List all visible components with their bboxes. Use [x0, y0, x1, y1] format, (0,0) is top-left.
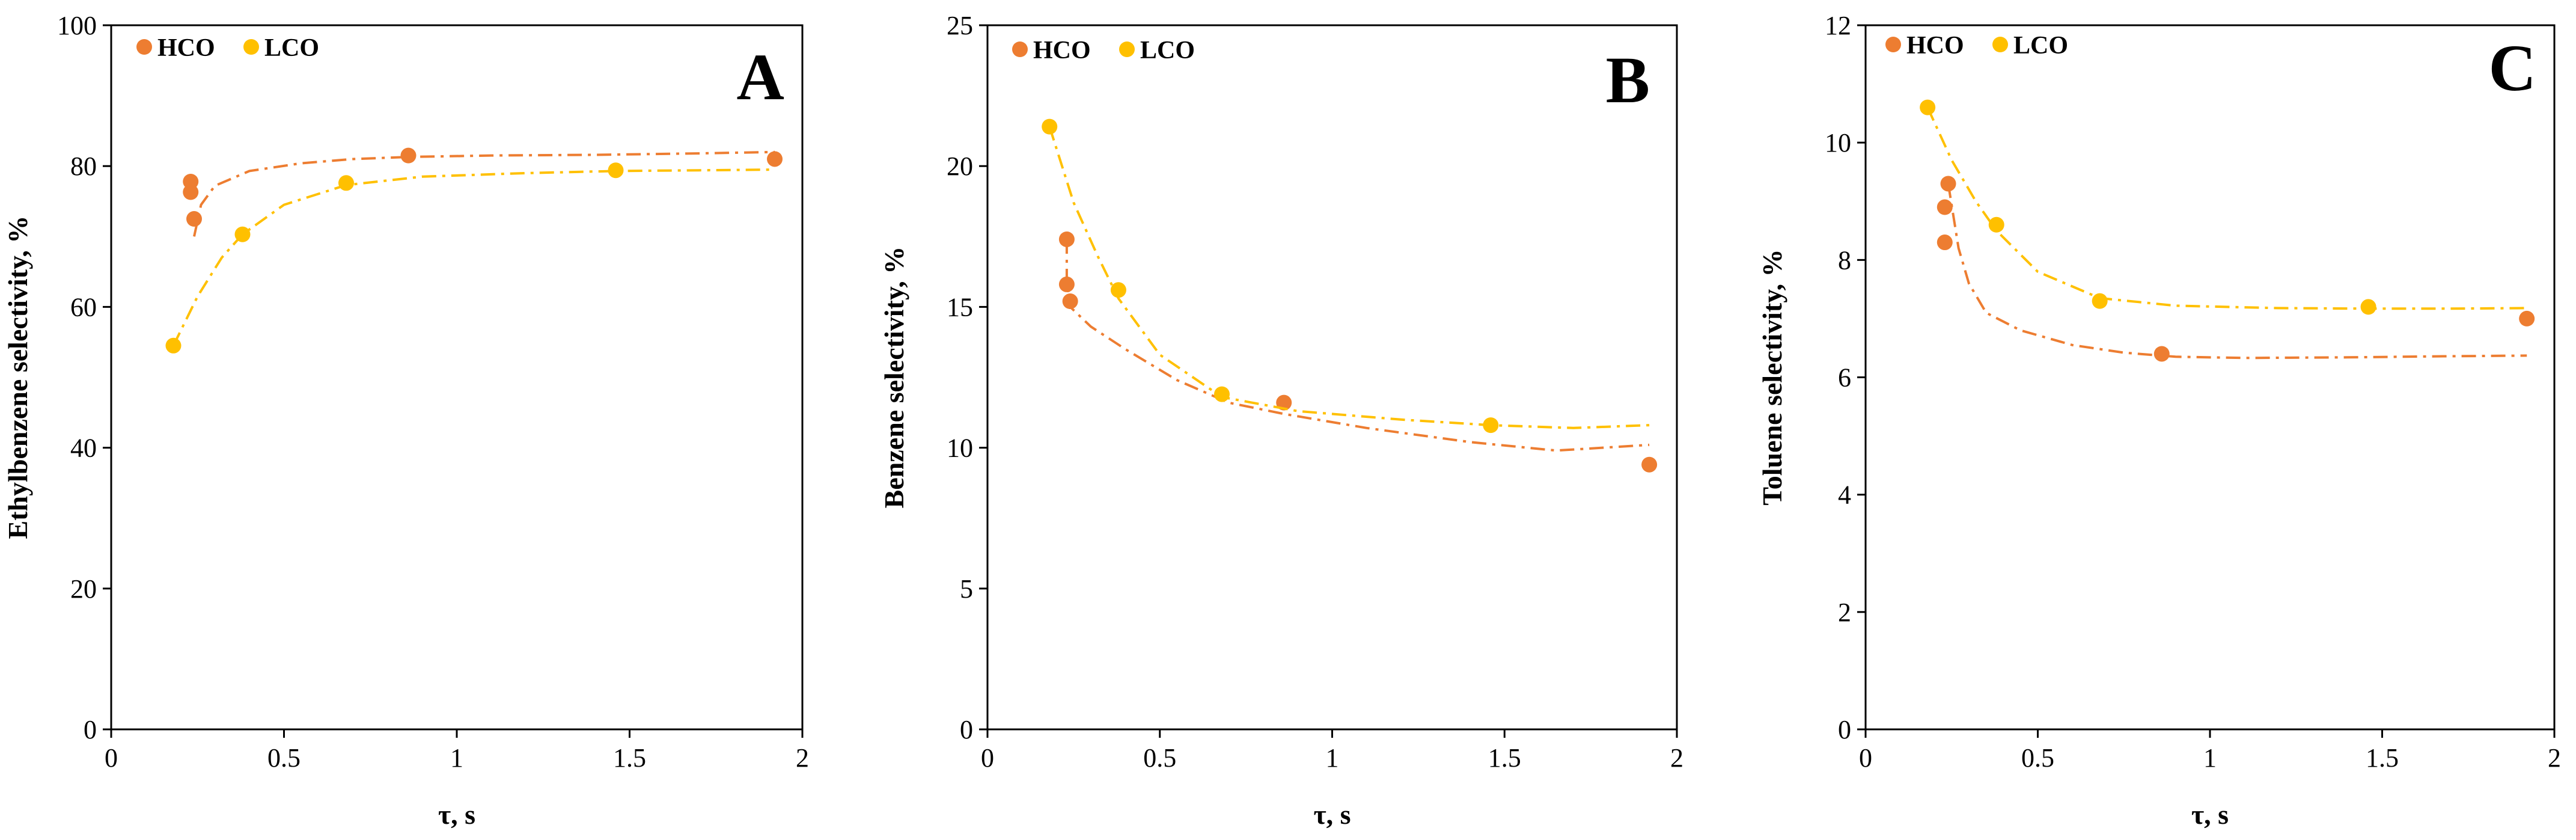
legend-marker-hco	[1012, 41, 1028, 57]
data-point-hco	[186, 211, 202, 227]
data-point-lco	[1988, 216, 2004, 233]
panel-label: C	[2489, 31, 2536, 105]
legend-label-hco: HCO	[1033, 37, 1091, 64]
legend-label-lco: LCO	[264, 34, 319, 62]
y-tick-label: 2	[1838, 598, 1851, 627]
x-tick-label: 2	[1670, 743, 1683, 773]
plot-frame	[110, 24, 804, 731]
trendline-lco	[1926, 106, 2527, 310]
legend-label-lco: LCO	[2013, 32, 2068, 60]
legend-label-hco: HCO	[157, 34, 215, 62]
legend: HCO LCO	[1885, 32, 2068, 60]
legend-label-hco: HCO	[1906, 32, 1964, 60]
x-tick-label: 0	[105, 743, 118, 773]
y-tick-label: 12	[1825, 11, 1851, 40]
legend-marker-lco	[243, 39, 259, 55]
data-point-lco	[1920, 99, 1936, 115]
trendline-hco	[193, 150, 775, 237]
x-tick-label: 1	[1326, 743, 1339, 773]
data-point-hco	[1937, 235, 1953, 251]
data-point-hco	[2153, 346, 2170, 362]
y-tick-label: 25	[947, 11, 973, 40]
x-tick-label: 2	[2548, 743, 2561, 773]
data-point-lco	[2092, 293, 2108, 309]
y-tick-label: 15	[947, 292, 973, 322]
data-point-hco	[767, 151, 783, 167]
y-tick-label: 5	[960, 574, 973, 604]
y-tick-label: 10	[947, 434, 973, 463]
y-tick-label: 6	[1838, 363, 1851, 393]
data-point-lco	[1042, 118, 1058, 135]
y-tick-label: 4	[1838, 480, 1851, 510]
y-tick-label: 0	[960, 715, 973, 744]
y-tick-label: 0	[84, 715, 97, 744]
legend-marker-lco	[1992, 37, 2008, 52]
panel-label: B	[1606, 43, 1650, 117]
x-tick-label: 1	[2203, 743, 2217, 773]
data-point-lco	[234, 226, 251, 242]
y-tick-label: 60	[70, 292, 97, 322]
data-point-lco	[338, 175, 354, 191]
y-axis-title: Toluene selectivity, %	[1757, 249, 1787, 505]
data-point-lco	[1483, 417, 1499, 434]
x-tick-label: 0.5	[1143, 743, 1176, 773]
data-point-hco	[183, 184, 199, 200]
data-point-hco	[2519, 310, 2535, 326]
legend-label-lco: LCO	[1140, 37, 1195, 64]
data-point-hco	[1940, 176, 1956, 192]
legend: HCO LCO	[1012, 37, 1195, 64]
data-point-hco	[1058, 276, 1075, 292]
x-axis-title: τ, s	[2191, 799, 2229, 830]
legend-marker-hco	[136, 39, 152, 55]
x-tick-label: 1	[450, 743, 463, 773]
data-point-lco	[608, 162, 624, 179]
x-tick-label: 0	[1859, 743, 1872, 773]
y-tick-label: 100	[57, 11, 97, 40]
y-tick-label: 20	[70, 574, 97, 604]
trendline-hco	[1065, 239, 1650, 452]
y-axis-title: Benzene selectivity, %	[879, 247, 909, 509]
trendline-lco	[1048, 126, 1650, 429]
data-point-lco	[2360, 299, 2376, 315]
x-axis-title: τ, s	[1313, 799, 1351, 830]
y-tick-label: 40	[70, 434, 97, 463]
trendline-lco	[172, 168, 775, 346]
x-tick-label: 1.5	[1488, 743, 1521, 773]
x-tick-label: 2	[796, 743, 809, 773]
data-point-hco	[1276, 394, 1292, 411]
legend-marker-lco	[1119, 41, 1135, 57]
x-tick-label: 1.5	[613, 743, 646, 773]
legend: HCO LCO	[136, 34, 319, 62]
y-tick-label: 10	[1825, 128, 1851, 158]
x-tick-label: 1.5	[2366, 743, 2399, 773]
x-tick-label: 0.5	[267, 743, 301, 773]
y-tick-label: 0	[1838, 715, 1851, 744]
y-tick-label: 80	[70, 152, 97, 181]
data-point-lco	[1213, 386, 1230, 402]
data-point-hco	[1937, 199, 1953, 215]
y-tick-label: 8	[1838, 245, 1851, 275]
y-tick-label: 20	[947, 152, 973, 181]
plot-frame	[986, 24, 1678, 731]
chart-panel-c: 0 0.5 1 1.5 2 0 2 4 6 8 10 12 τ, s Toluene selectivit…	[1757, 11, 2561, 830]
plot-frame	[1864, 24, 2556, 731]
x-axis-title: τ, s	[438, 799, 475, 830]
data-point-lco	[165, 337, 182, 354]
data-point-lco	[1110, 282, 1126, 298]
panel-label: A	[737, 40, 784, 114]
data-point-hco	[1062, 293, 1078, 310]
legend-marker-hco	[1885, 37, 1901, 52]
data-point-hco	[1641, 456, 1658, 473]
x-tick-label: 0.5	[2021, 743, 2054, 773]
data-point-hco	[400, 147, 417, 164]
x-tick-label: 0	[981, 743, 994, 773]
data-point-hco	[1058, 231, 1075, 247]
y-axis-title: Ethylbenzene selectivity, %	[2, 216, 33, 539]
trendline-hco	[1947, 183, 2527, 360]
